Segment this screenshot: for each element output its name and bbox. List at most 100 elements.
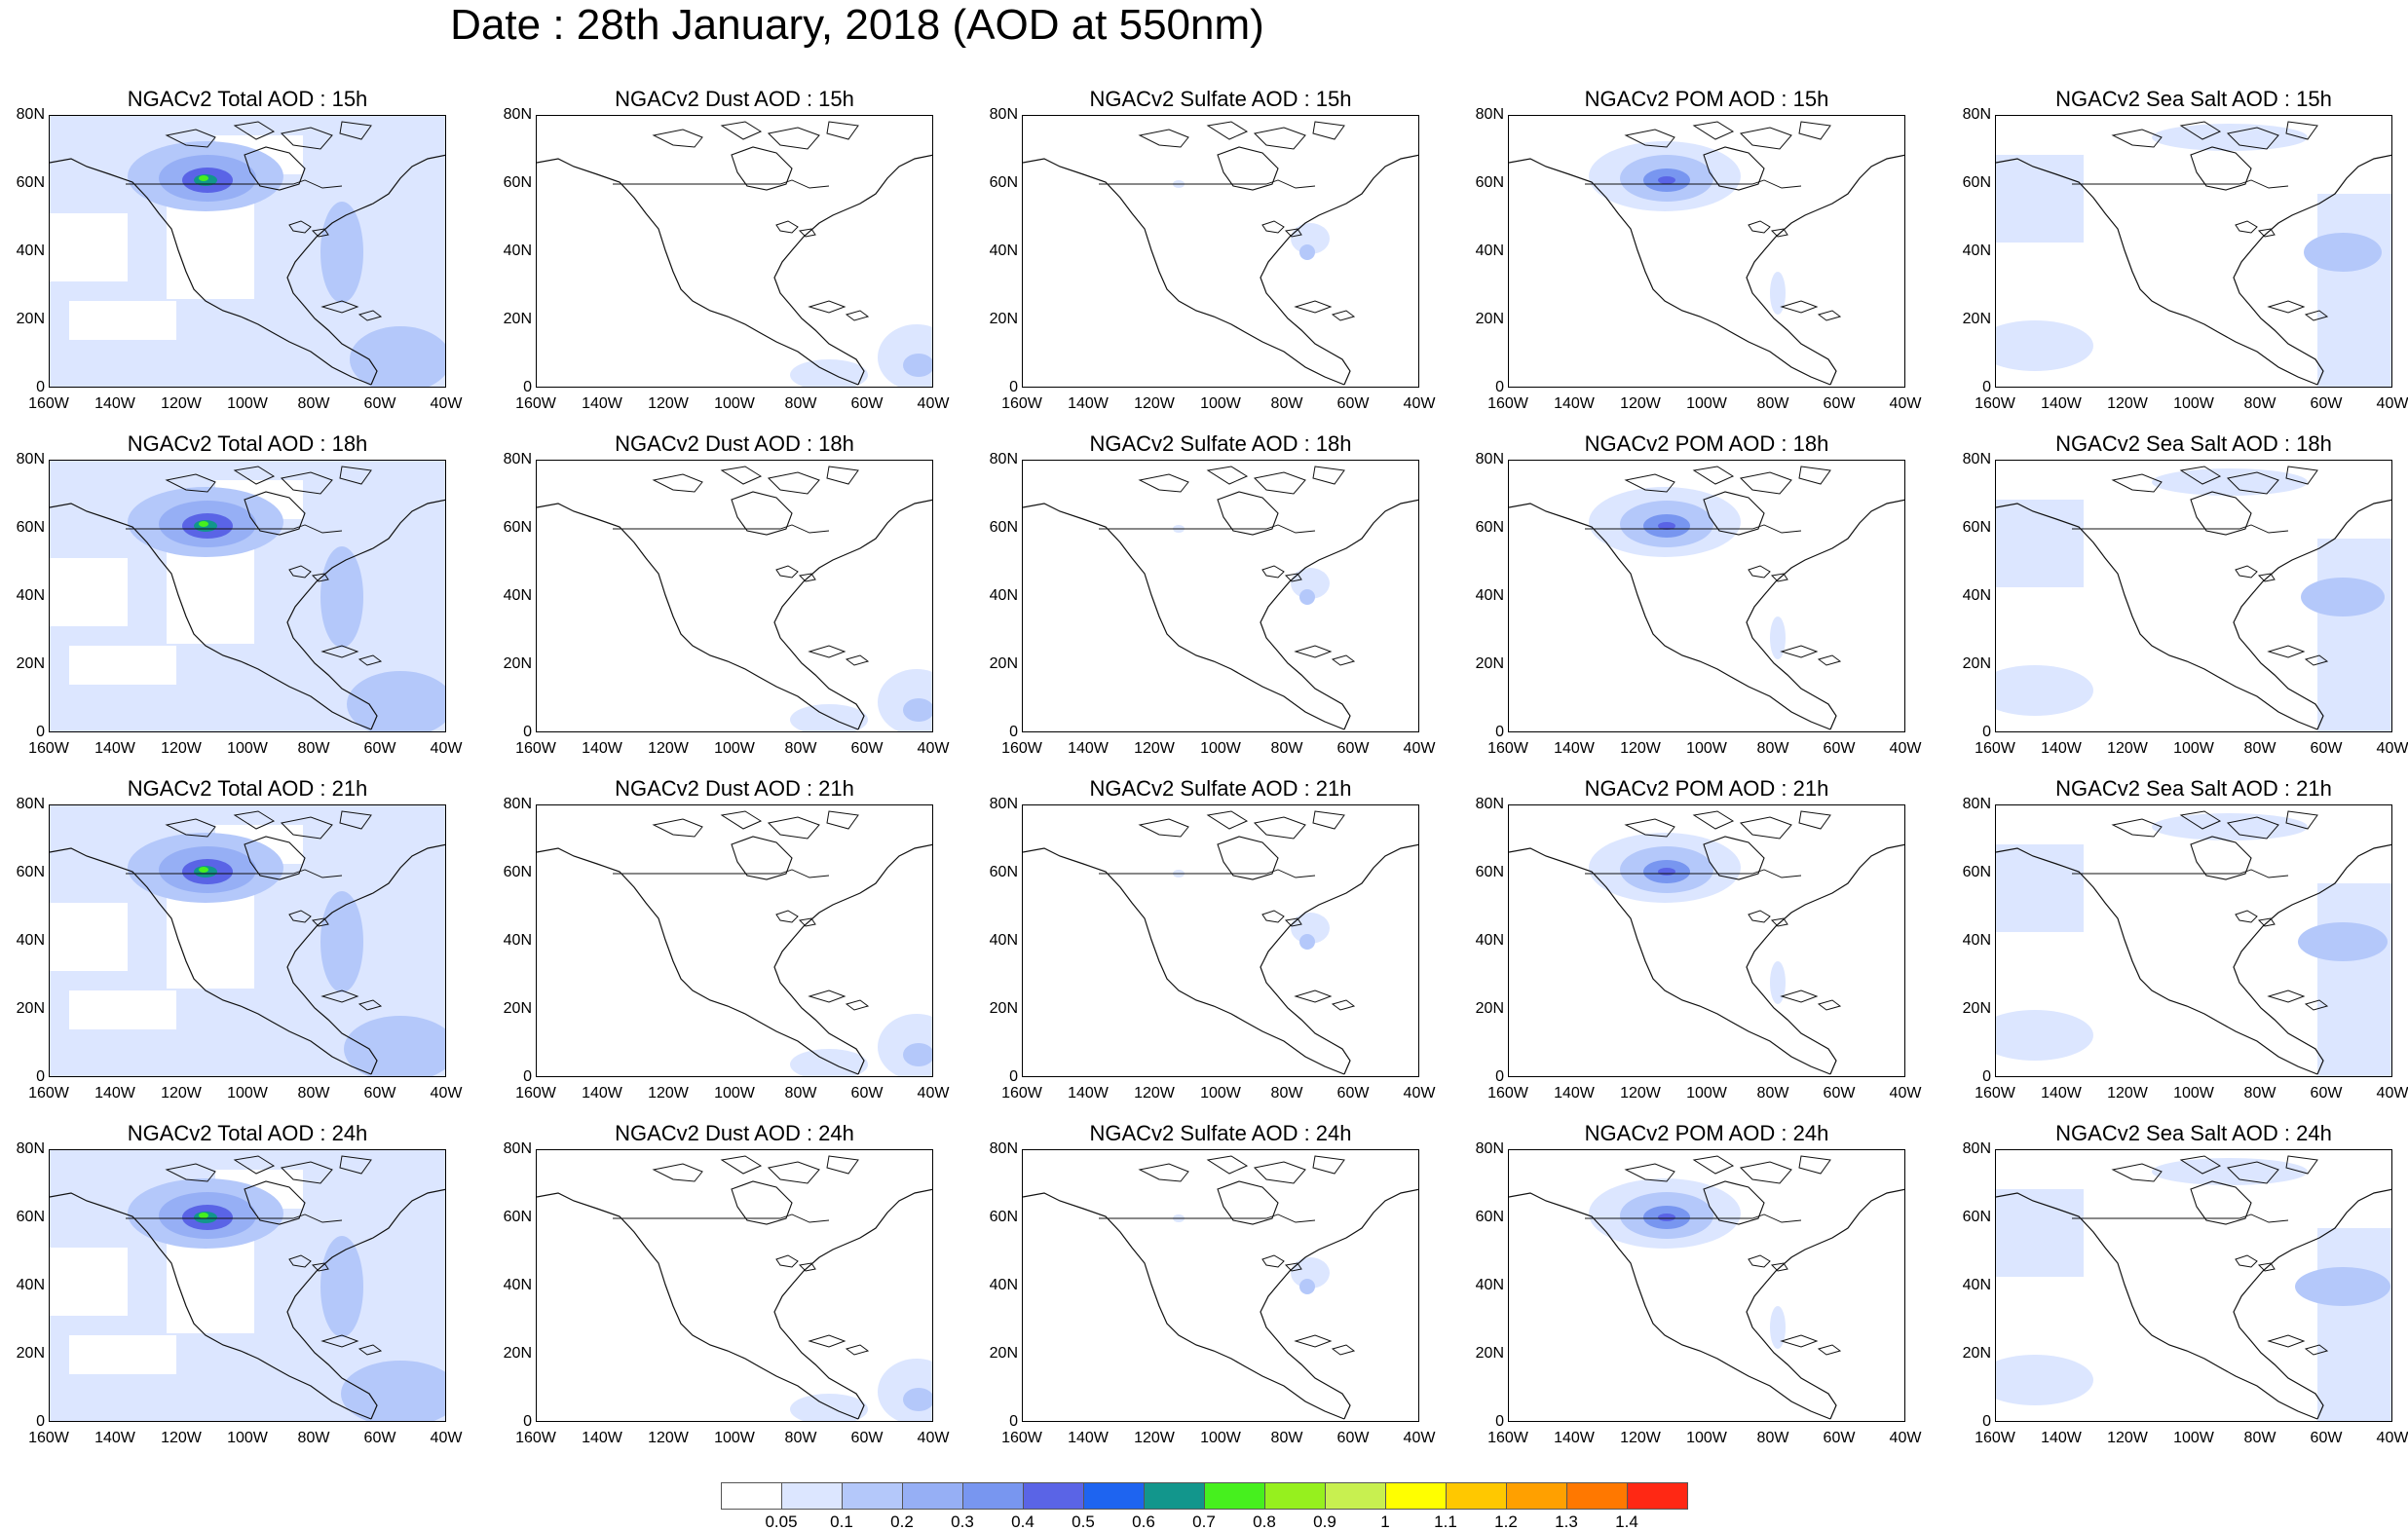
aod-shading: [1996, 1010, 2093, 1061]
y-tick-label: 40N: [989, 1277, 1018, 1293]
x-tick-label: 100W: [227, 395, 268, 412]
colorbar-label: 1: [1380, 1512, 1390, 1531]
aod-shading: [69, 301, 176, 340]
coastline: [1748, 910, 1788, 927]
coastline: [2111, 466, 2318, 495]
y-tick-label: 80N: [989, 1140, 1018, 1157]
map-panel-sulfate-row3: NGACv2 Sulfate AOD : 21h 80N 60N 40N 20N 0 160…: [973, 777, 1468, 1118]
map-frame: [536, 804, 933, 1077]
y-tick-label: 60N: [989, 864, 1018, 880]
coastline: [1260, 843, 1418, 1075]
coastline: [1748, 1254, 1788, 1272]
x-tick-label: 120W: [2107, 1085, 2148, 1102]
aod-shading: [2301, 578, 2385, 616]
aod-shading: [1291, 1257, 1330, 1288]
coastline: [2190, 491, 2252, 536]
aod-field-map: [537, 810, 932, 1076]
coastline: [126, 869, 343, 878]
y-tick-label: 40N: [1475, 932, 1504, 949]
map-panel-pom-row4: NGACv2 POM AOD : 24h 80N 60N 40N 20N 0 160W 140…: [1459, 1122, 1954, 1463]
aod-shading: [199, 1213, 208, 1218]
coastline: [2111, 810, 2318, 840]
x-tick-label: 160W: [515, 1085, 556, 1102]
aod-shading: [1996, 665, 2093, 716]
y-tick-label: 0: [1495, 1413, 1504, 1430]
y-tick-label: 0: [1982, 1413, 1991, 1430]
x-tick-label: 120W: [1134, 1085, 1175, 1102]
x-tick-label: 120W: [1134, 740, 1175, 757]
coastline: [288, 565, 329, 582]
colorbar-cell: [781, 1482, 843, 1510]
y-tick-label: 0: [523, 724, 532, 740]
coastline: [286, 843, 445, 1075]
colorbar-label: 0.9: [1313, 1512, 1336, 1531]
y-tick-label: 40N: [1962, 1277, 1991, 1293]
x-tick-label: 40W: [917, 1430, 950, 1446]
x-tick-label: 40W: [2376, 395, 2408, 412]
y-tick-label: 40N: [503, 587, 532, 604]
map-frame: [49, 460, 446, 732]
x-tick-label: 60W: [363, 1085, 396, 1102]
colorbar-label: 0.8: [1253, 1512, 1276, 1531]
coastline: [2233, 843, 2391, 1075]
colorbar-label: 0.5: [1072, 1512, 1095, 1531]
aod-field-map: [1023, 1155, 1418, 1420]
coastline: [2267, 990, 2329, 1011]
coastline: [2072, 869, 2289, 878]
y-tick-label: 20N: [503, 655, 532, 672]
coastline: [1217, 146, 1279, 191]
y-tick-label: 40N: [503, 932, 532, 949]
x-tick-label: 120W: [1620, 1430, 1661, 1446]
y-tick-label: 80N: [1962, 796, 1991, 812]
coastline: [1138, 466, 1345, 495]
coastline: [2233, 499, 2391, 730]
y-tick-label: 60N: [989, 519, 1018, 536]
map-panel-seasalt-row2: NGACv2 Sea Salt AOD : 18h 80N 60N 40N 20N 0 16…: [1946, 432, 2408, 773]
x-tick-label: 40W: [2376, 740, 2408, 757]
x-tick-label: 60W: [850, 740, 884, 757]
coastline: [288, 910, 329, 927]
aod-shading: [790, 704, 868, 731]
x-tick-label: 40W: [1889, 740, 1922, 757]
x-tick-label: 80W: [2243, 740, 2276, 757]
panel-title: NGACv2 Sulfate AOD : 15h: [1089, 87, 1352, 111]
x-tick-label: 120W: [648, 1430, 689, 1446]
y-tick-label: 0: [523, 1068, 532, 1085]
coastline: [165, 121, 372, 150]
colorbar-cell: [1264, 1482, 1326, 1510]
coastline: [808, 990, 870, 1011]
coastline: [320, 1334, 383, 1356]
y-tick-label: 40N: [16, 243, 45, 259]
coastline: [775, 565, 816, 582]
x-tick-label: 80W: [1270, 1085, 1303, 1102]
x-tick-label: 120W: [161, 395, 202, 412]
map-panel-pom-row3: NGACv2 POM AOD : 21h 80N 60N 40N 20N 0 160W 140…: [1459, 777, 1954, 1118]
aod-shading: [320, 202, 363, 303]
coastline: [1585, 179, 1802, 189]
coastline: [1509, 503, 1831, 730]
map-panel-total-row3: NGACv2 Total AOD : 21h 80N 60N 40N 20N 0 160W 1…: [0, 777, 495, 1118]
colorbar-label: 1.3: [1555, 1512, 1578, 1531]
y-tick-label: 60N: [1475, 519, 1504, 536]
map-frame: [1995, 460, 2392, 732]
x-tick-label: 140W: [1554, 1085, 1595, 1102]
y-tick-label: 60N: [503, 1209, 532, 1225]
coastline: [2111, 1155, 2318, 1184]
y-tick-label: 20N: [989, 1345, 1018, 1362]
aod-shading: [903, 1388, 932, 1411]
x-tick-label: 120W: [1620, 395, 1661, 412]
aod-shading: [1299, 244, 1315, 260]
aod-field-map: [50, 116, 445, 387]
coastline: [537, 158, 859, 386]
y-tick-label: 0: [36, 379, 45, 395]
map-frame: [536, 1149, 933, 1422]
coastline: [1746, 499, 1904, 730]
y-tick-label: 80N: [1475, 451, 1504, 467]
aod-shading: [320, 1236, 363, 1337]
y-tick-label: 40N: [1475, 587, 1504, 604]
y-tick-label: 0: [1009, 724, 1018, 740]
coastline: [2111, 121, 2318, 150]
y-tick-label: 60N: [1962, 519, 1991, 536]
x-tick-label: 100W: [1686, 740, 1727, 757]
coastline: [1217, 1180, 1279, 1225]
